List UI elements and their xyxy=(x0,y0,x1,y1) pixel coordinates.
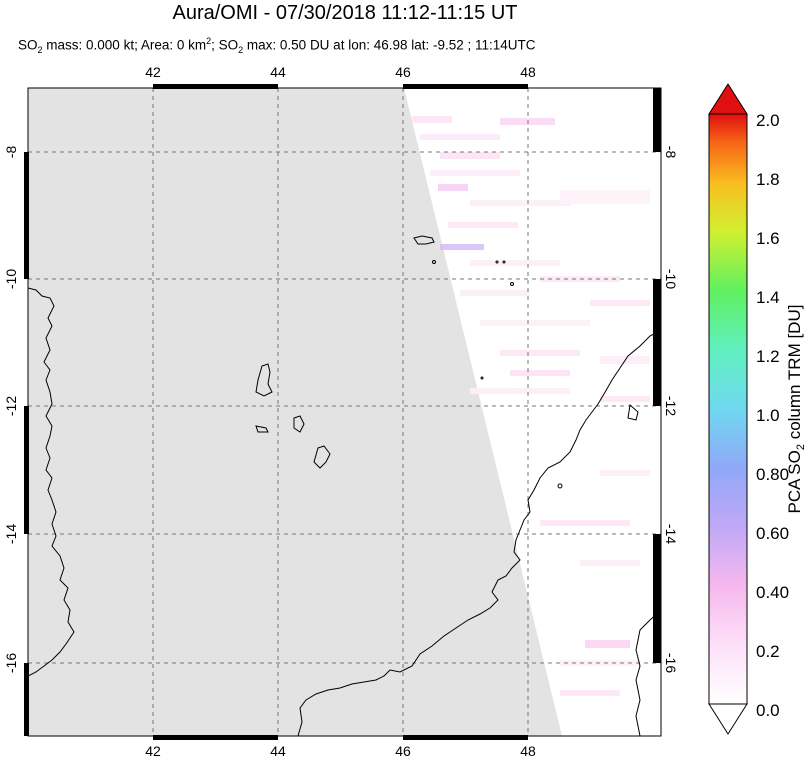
lat-tick-right-16: -16 xyxy=(663,653,679,673)
cb-tick-1.8: 1.8 xyxy=(756,170,780,189)
cb-tick-0.2: 0.2 xyxy=(756,642,780,661)
cb-tick-0.40: 0.40 xyxy=(756,583,789,602)
lat-tick-left-8: -8 xyxy=(3,146,19,159)
lon-tick-bottom-42: 42 xyxy=(145,743,161,759)
cb-tick-2.0: 2.0 xyxy=(756,111,780,130)
cb-tick-0.0: 0.0 xyxy=(756,701,780,720)
map-title: Aura/OMI - 07/30/2018 11:12-11:15 UT xyxy=(172,2,518,24)
so2-pixels xyxy=(412,116,650,696)
colorbar-min-arrow xyxy=(708,703,748,735)
lat-tick-right-8: -8 xyxy=(663,146,679,159)
map-border-bars xyxy=(24,84,661,740)
cb-tick-1.4: 1.4 xyxy=(756,288,780,307)
cb-tick-0.80: 0.80 xyxy=(756,465,789,484)
coastlines xyxy=(28,235,661,736)
lat-tick-right-12: -12 xyxy=(663,396,679,416)
cb-tick-1.6: 1.6 xyxy=(756,229,780,248)
colorbar-gradient xyxy=(708,113,748,705)
colorbar: 2.0 1.8 1.6 1.4 1.2 1.0 0.80 0.60 0.40 0… xyxy=(708,83,807,735)
graticule xyxy=(28,88,661,736)
lat-tick-right-14: -14 xyxy=(663,524,679,544)
lat-tick-left-14: -14 xyxy=(3,524,19,544)
lat-tick-left-12: -12 xyxy=(3,396,19,416)
colorbar-label: PCA SO2 column TRM [DU] xyxy=(785,305,807,514)
map-subtitle: SO2 mass: 0.000 kt; Area: 0 km2; SO2 max… xyxy=(18,36,536,56)
cb-tick-0.60: 0.60 xyxy=(756,524,789,543)
lat-tick-labels-left: -8 -10 -12 -14 -16 xyxy=(3,146,19,674)
lat-tick-labels-right: -8 -10 -12 -14 -16 xyxy=(663,146,679,674)
map-area xyxy=(28,88,661,736)
lon-tick-top-46: 46 xyxy=(395,64,411,80)
lon-tick-top-42: 42 xyxy=(145,64,161,80)
lon-tick-bottom-46: 46 xyxy=(395,743,411,759)
lat-tick-right-10: -10 xyxy=(663,269,679,289)
lon-tick-labels-bottom: 42 44 46 48 xyxy=(145,743,536,759)
cb-tick-1.2: 1.2 xyxy=(756,347,780,366)
lon-tick-bottom-48: 48 xyxy=(520,743,536,759)
lat-tick-left-10: -10 xyxy=(3,269,19,289)
lon-tick-labels-top: 42 44 46 48 xyxy=(145,64,536,80)
lon-tick-bottom-44: 44 xyxy=(270,743,286,759)
colorbar-ticks: 2.0 1.8 1.6 1.4 1.2 1.0 0.80 0.60 0.40 0… xyxy=(756,111,789,720)
cb-tick-1.0: 1.0 xyxy=(756,406,780,425)
no-data-region xyxy=(28,88,562,736)
lon-tick-top-44: 44 xyxy=(270,64,286,80)
lon-tick-top-48: 48 xyxy=(520,64,536,80)
lat-tick-left-16: -16 xyxy=(3,653,19,673)
colorbar-max-arrow xyxy=(708,83,748,115)
